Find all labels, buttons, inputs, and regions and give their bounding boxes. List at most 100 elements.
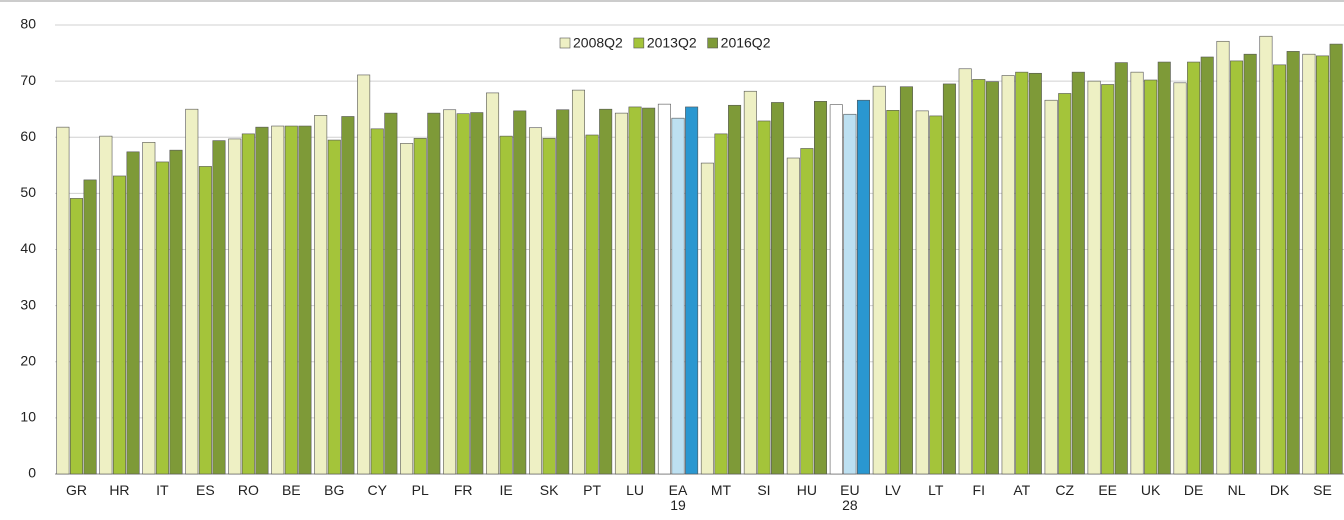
x-tick-label: SI: [757, 482, 771, 498]
bar: [1286, 51, 1300, 475]
bar: [529, 127, 543, 475]
bar: [284, 125, 298, 475]
bar: [69, 198, 83, 475]
bar: [470, 112, 484, 475]
bar: [212, 140, 226, 475]
bar: [513, 110, 527, 475]
bar: [400, 143, 414, 475]
bar: [1329, 43, 1343, 475]
bar: [771, 102, 785, 475]
bar: [142, 142, 156, 475]
bar: [1157, 61, 1171, 475]
bar: [958, 68, 972, 475]
bar: [126, 151, 140, 475]
bar: [929, 115, 943, 475]
y-tick-label: 60: [20, 128, 36, 144]
bar: [843, 113, 857, 475]
bar: [856, 99, 870, 475]
bar: [829, 104, 843, 475]
bar: [198, 166, 212, 475]
bar: [112, 175, 126, 475]
bar: [642, 107, 656, 475]
bar: [443, 109, 457, 475]
x-tick-label: HU: [796, 482, 818, 498]
legend-label: 2008Q2: [573, 35, 623, 51]
bar: [599, 108, 613, 475]
bar: [814, 101, 828, 475]
bar: [728, 104, 742, 475]
bar: [571, 89, 585, 475]
bar: [657, 103, 671, 475]
bar: [985, 81, 999, 475]
bar: [628, 106, 642, 475]
bar: [972, 79, 986, 475]
bar: [255, 126, 269, 475]
x-tick-label: FI: [972, 482, 985, 498]
bar: [1216, 40, 1230, 475]
bar: [241, 133, 255, 475]
bar: [341, 116, 355, 475]
y-tick-label: 80: [20, 16, 36, 32]
bar: [314, 115, 328, 475]
y-tick-label: 40: [20, 240, 36, 256]
bar: [614, 112, 628, 475]
bar: [499, 135, 513, 475]
bar: [228, 138, 242, 475]
x-tick-label: EU 28: [840, 482, 860, 513]
bar: [800, 148, 814, 475]
bar: [357, 74, 371, 475]
x-tick-label: AT: [1013, 482, 1031, 498]
x-tick-label: ES: [196, 482, 215, 498]
y-tick-label: 10: [20, 409, 36, 425]
bar: [486, 92, 500, 475]
bar: [56, 126, 70, 475]
bar: [99, 135, 113, 475]
x-tick-label: GR: [65, 482, 87, 498]
bar: [1130, 71, 1144, 475]
y-tick-label: 20: [20, 352, 36, 368]
x-tick-label: LU: [626, 482, 644, 498]
x-tick-label: MT: [710, 482, 732, 498]
x-tick-label: IT: [156, 482, 169, 498]
x-tick-label: PT: [583, 482, 602, 498]
bar: [743, 90, 757, 475]
bar: [899, 86, 913, 475]
bar: [427, 112, 441, 475]
bar: [942, 83, 956, 475]
x-tick-label: HR: [109, 482, 130, 498]
x-tick-label: RO: [237, 482, 259, 498]
x-tick-label: CY: [367, 482, 387, 498]
y-tick-label: 0: [28, 465, 36, 481]
bar: [413, 138, 427, 475]
x-tick-label: BG: [324, 482, 345, 498]
bar: [327, 139, 341, 475]
legend-swatch: [707, 37, 718, 49]
y-tick-label: 50: [20, 184, 36, 200]
bar: [915, 110, 929, 475]
bar: [271, 125, 285, 475]
bar: [556, 109, 570, 475]
bar: [456, 113, 470, 475]
x-tick-label: DK: [1269, 482, 1290, 498]
bar: [542, 138, 556, 475]
bar: [1259, 35, 1273, 475]
bar: [1001, 75, 1015, 475]
y-tick-label: 70: [20, 72, 36, 88]
x-tick-label: FR: [453, 482, 473, 498]
x-tick-label: EE: [1098, 482, 1118, 498]
bar: [585, 134, 599, 475]
bar: [83, 179, 97, 475]
bar: [1243, 53, 1257, 475]
x-tick-label: NL: [1227, 482, 1246, 498]
bar: [384, 112, 398, 475]
bar: [1114, 62, 1128, 475]
bar: [1015, 71, 1029, 475]
bar: [169, 149, 183, 475]
bar: [1200, 56, 1214, 475]
bar: [1087, 80, 1101, 475]
x-tick-label: IE: [499, 482, 513, 498]
bar: [1273, 64, 1287, 475]
bar: [786, 157, 800, 475]
